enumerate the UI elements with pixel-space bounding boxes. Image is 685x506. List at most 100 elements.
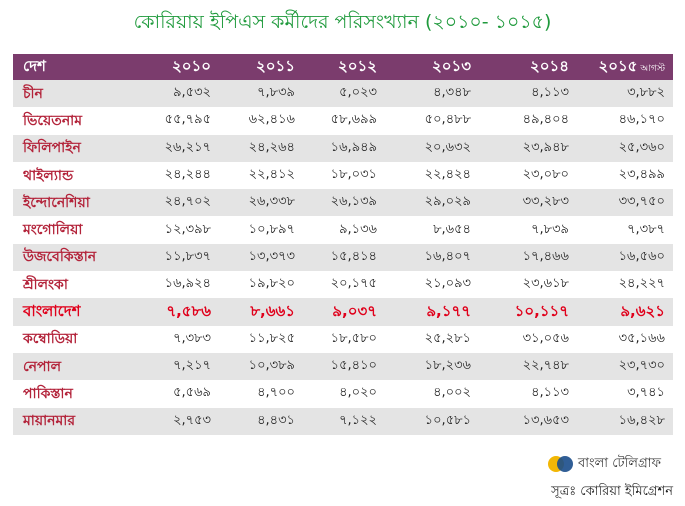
country-cell: ইন্দোনেশিয়া <box>13 189 141 217</box>
value-cell: ২০,১৭৫ <box>303 271 385 299</box>
value-cell: ১০,১১৭ <box>479 298 577 326</box>
value-cell: ২৪,৭০২ <box>141 189 219 217</box>
country-cell: নেপাল <box>13 352 141 381</box>
value-cell: ৪,১১৩ <box>479 80 577 108</box>
country-cell: মংগোলিয়া <box>13 216 141 244</box>
column-header-2010: ২০১০ <box>141 54 219 80</box>
country-cell: চীন <box>13 80 141 108</box>
table-header-row: দেশ ২০১০ ২০১১ ২০১২ ২০১৩ ২০১৪ ২০১৫ আগস্ট <box>13 54 673 80</box>
table-row: উজবেকিস্তান ১১,৮৩৭ ১৩,৩৭৩ ১৫,৪১৪ ১৬,৪০৭ ১৭,৪৬… <box>13 243 673 272</box>
value-cell: ৮,৬৬১ <box>219 298 303 326</box>
value-cell: ৫৮,৬৯৯ <box>303 107 385 135</box>
country-cell: পাকিস্তান <box>13 380 141 408</box>
value-cell: ৬২,৪১৬ <box>219 107 303 135</box>
value-cell: ১২,৩৯৮ <box>141 216 219 244</box>
value-cell: ২২,৭৪৮ <box>479 352 577 381</box>
value-cell: ১৬,৪০৭ <box>385 243 479 272</box>
value-cell: ৪৬,১৭০ <box>577 107 673 135</box>
country-cell: ফিলিপাইন <box>13 134 141 162</box>
table-row: নেপাল ৭,২১৭ ১০,৩৮৯ ১৫,৪১০ ১৮,২৩৬ ২২,৭৪৮ ২৩,৭৩০ <box>13 352 673 381</box>
value-cell: ৩,৭৪১ <box>577 380 673 408</box>
value-cell: ৪,০২০ <box>303 380 385 408</box>
value-cell: ৯,৫৩২ <box>141 80 219 108</box>
value-cell: ২৬,২১৭ <box>141 134 219 162</box>
country-cell: শ্রীলংকা <box>13 271 141 299</box>
value-cell: ৭,৩৮৩ <box>141 325 219 353</box>
value-cell: ৭,৮৩৯ <box>479 216 577 244</box>
table-row: বাংলাদেশ ৭,৫৮৬ ৮,৬৬১ ৯,০৩৭ ৯,১৭৭ ১০,১১৭ ৯,৬২১ <box>13 298 673 326</box>
value-cell: ৫,৫৬৯ <box>141 380 219 408</box>
country-cell: উজবেকিস্তান <box>13 243 141 272</box>
value-cell: ২২,৪১২ <box>219 161 303 190</box>
value-cell: ১০,৩৮৯ <box>219 352 303 381</box>
table-row: চীন ৯,৫৩২ ৭,৮৩৯ ৫,০২৩ ৪,৩৪৮ ৪,১১৩ ৩,৮৮২ <box>13 80 673 108</box>
value-cell: ২৩,০৮০ <box>479 161 577 190</box>
value-cell: ১৩,৬৫৩ <box>479 407 577 435</box>
value-cell: ২৯,০২৯ <box>385 189 479 217</box>
value-cell: ৭,১২২ <box>303 407 385 435</box>
value-cell: ২৩,৬১৮ <box>479 271 577 299</box>
value-cell: ৭,২১৭ <box>141 352 219 381</box>
table-row: ইন্দোনেশিয়া ২৪,৭০২ ২৬,৩৩৮ ২৬,১৩৯ ২৯,০২৯ ৩৩,২… <box>13 189 673 217</box>
value-cell: ১৬,৯২৪ <box>141 271 219 299</box>
table-row: ফিলিপাইন ২৬,২১৭ ২৪,২৬৪ ১৬,৯৪৯ ২০,৬৩২ ২৩,৯৪৮ ২৫… <box>13 134 673 162</box>
value-cell: ৯,১৩৬ <box>303 216 385 244</box>
table-row: কম্বোডিয়া ৭,৩৮৩ ১১,৮২৫ ১৮,৫৮০ ২৫,২৮১ ৩১,০৫৬ ৩… <box>13 325 673 353</box>
value-cell: ৪,০০২ <box>385 380 479 408</box>
value-cell: ৯,১৭৭ <box>385 298 479 326</box>
column-header-2012: ২০১২ <box>303 54 385 80</box>
value-cell: ৯,৬২১ <box>577 298 673 326</box>
column-header-2013: ২০১৩ <box>385 54 479 80</box>
value-cell: ৪,৩৪৮ <box>385 80 479 108</box>
table-row: পাকিস্তান ৫,৫৬৯ ৪,৭০০ ৪,০২০ ৪,০০২ ৪,১১৩ ৩,৭৪১ <box>13 380 673 408</box>
column-header-2014: ২০১৪ <box>479 54 577 80</box>
value-cell: ৩,৮৮২ <box>577 80 673 108</box>
value-cell: ১০,৮৯৭ <box>219 216 303 244</box>
country-cell: থাইল্যান্ড <box>13 161 141 190</box>
value-cell: ৪,৪৩১ <box>219 407 303 435</box>
value-cell: ৯,০৩৭ <box>303 298 385 326</box>
table-row: মংগোলিয়া ১২,৩৯৮ ১০,৮৯৭ ৯,১৩৬ ৮,৬৫৪ ৭,৮৩৯ ৭,৩৮… <box>13 216 673 244</box>
value-cell: ৭,৮৩৯ <box>219 80 303 108</box>
value-cell: ৪,১১৩ <box>479 380 577 408</box>
table-row: থাইল্যান্ড ২৪,২৪৪ ২২,৪১২ ১৮,০৩১ ২২,৪২৪ ২৩,০৮০… <box>13 161 673 190</box>
value-cell: ১৫,৪১০ <box>303 352 385 381</box>
logo-mark-icon <box>548 454 574 474</box>
value-cell: ১৯,৮২০ <box>219 271 303 299</box>
value-cell: ৫০,৪৮৮ <box>385 107 479 135</box>
value-cell: ৫৫,৭৯৫ <box>141 107 219 135</box>
column-header-2015-suffix: আগস্ট <box>640 63 665 74</box>
column-header-2015: ২০১৫ আগস্ট <box>577 54 673 80</box>
value-cell: ৭,৩৮৭ <box>577 216 673 244</box>
eps-workers-table: দেশ ২০১০ ২০১১ ২০১২ ২০১৩ ২০১৪ ২০১৫ আগস্ট চ… <box>13 54 673 435</box>
value-cell: ২৩,৯৪৮ <box>479 134 577 162</box>
country-cell: মায়ানমার <box>13 407 141 435</box>
value-cell: ২১,০৯৩ <box>385 271 479 299</box>
value-cell: ২৪,২২৭ <box>577 271 673 299</box>
source-note: সূত্রঃ কোরিয়া ইমিগ্রেশন <box>551 484 673 499</box>
logo-text: বাংলা টেলিগ্রাফ <box>578 455 661 471</box>
value-cell: ৩১,০৫৬ <box>479 325 577 353</box>
brand-logo: বাংলা টেলিগ্রাফ <box>548 453 661 475</box>
value-cell: ১০,৫৮১ <box>385 407 479 435</box>
value-cell: ১৬,৯৪৯ <box>303 134 385 162</box>
value-cell: ৫,০২৩ <box>303 80 385 108</box>
value-cell: ১৬,৪২৮ <box>577 407 673 435</box>
value-cell: ৪,৭০০ <box>219 380 303 408</box>
value-cell: ২৩,৭৩০ <box>577 352 673 381</box>
value-cell: ৭,৫৮৬ <box>141 298 219 326</box>
column-header-country: দেশ <box>13 54 141 80</box>
value-cell: ২৫,২৮১ <box>385 325 479 353</box>
column-header-2011: ২০১১ <box>219 54 303 80</box>
value-cell: ২২,৪২৪ <box>385 161 479 190</box>
column-header-2015-year: ২০১৫ <box>598 56 638 75</box>
value-cell: ১৫,৪১৪ <box>303 243 385 272</box>
value-cell: ২০,৬৩২ <box>385 134 479 162</box>
chart-title: কোরিয়ায় ইপিএস কর্মীদের পরিসংখ্যান (২০১… <box>133 11 552 33</box>
value-cell: ১৮,০৩১ <box>303 161 385 190</box>
value-cell: ৮,৬৫৪ <box>385 216 479 244</box>
country-cell: ভিয়েতনাম <box>13 107 141 135</box>
value-cell: ২৪,২৬৪ <box>219 134 303 162</box>
value-cell: ২৫,৩৬০ <box>577 134 673 162</box>
value-cell: ২৪,২৪৪ <box>141 161 219 190</box>
